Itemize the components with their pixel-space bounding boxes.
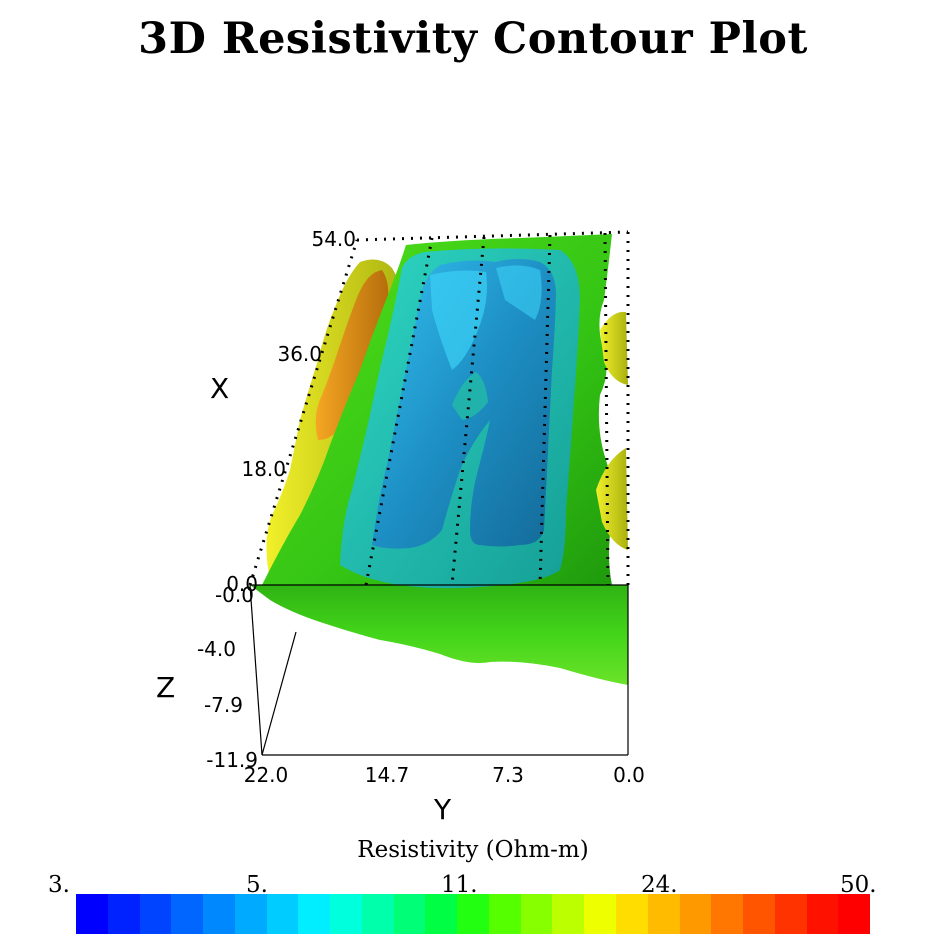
z-tick-7-9: -7.9 <box>204 693 243 717</box>
x-tick-0: 0.0 <box>226 572 258 596</box>
z-axis-label: Z <box>156 671 175 704</box>
y-tick-0: 0.0 <box>613 763 645 787</box>
colorbar-cell <box>838 894 871 934</box>
chart-title: 3D Resistivity Contour Plot <box>138 14 808 64</box>
isosurface-orange-left <box>315 270 389 440</box>
colorbar-cell <box>393 894 426 934</box>
z-tick-4: -4.0 <box>197 637 236 661</box>
colorbar-tick-50: 50. <box>840 872 877 898</box>
x-tick-54: 54.0 <box>311 227 356 251</box>
colorbar-cell <box>679 894 712 934</box>
y-axis-label: Y <box>433 793 452 826</box>
blue-core-highlight-right <box>496 265 542 320</box>
colorbar-cell <box>298 894 331 934</box>
x-tick-36: 36.0 <box>277 342 322 366</box>
y-tick-7-3: 7.3 <box>492 763 524 787</box>
y-tick-14-7: 14.7 <box>365 763 410 787</box>
colorbar-cell <box>203 894 235 934</box>
colorbar-cell <box>616 894 648 934</box>
colorbar-cell <box>330 894 362 934</box>
colorbar-cell <box>76 894 108 934</box>
colorbar-cell <box>552 894 585 934</box>
colorbar-cell <box>743 894 775 934</box>
colorbar-cell <box>806 894 839 934</box>
colorbar-cell <box>520 894 553 934</box>
colorbar-cell <box>711 894 744 934</box>
colorbar-cell <box>266 894 299 934</box>
y-tick-22: 22.0 <box>244 763 289 787</box>
x-axis-label: X <box>210 372 229 405</box>
colorbar-cell <box>774 894 807 934</box>
z-tick-11-9: -11.9 <box>206 748 258 772</box>
x-tick-18: 18.0 <box>241 457 286 481</box>
bounding-box <box>248 230 630 756</box>
colorbar-cell <box>488 894 521 934</box>
colorbar-tick-3: 3. <box>48 872 70 898</box>
colorbar-cell <box>171 894 204 934</box>
colorbar-cell <box>139 894 172 934</box>
colorbar-tick-5: 5. <box>246 872 268 898</box>
isosurface-yellow-right <box>600 311 628 385</box>
colorbar-ticks: 3. 5. 11. 24. 50. <box>0 872 946 898</box>
colorbar-tick-11: 11. <box>441 872 478 898</box>
colorbar-cell <box>457 894 489 934</box>
colorbar-cell <box>425 894 458 934</box>
colorbar-cell <box>107 894 140 934</box>
blue-core-highlight <box>430 270 487 370</box>
z-tick-0: -0.0 <box>215 583 254 607</box>
colorbar-title: Resistivity (Ohm-m) <box>357 837 589 863</box>
colorbar-cell <box>647 894 680 934</box>
blue-core-hole <box>452 372 488 420</box>
colorbar-tick-24: 24. <box>641 872 678 898</box>
isosurface-green-base <box>250 585 628 685</box>
isosurface-yellow-right-lower <box>596 448 628 550</box>
colorbar-cell <box>361 894 394 934</box>
colorbar <box>76 894 871 934</box>
colorbar-cell <box>234 894 267 934</box>
colorbar-cell <box>584 894 617 934</box>
